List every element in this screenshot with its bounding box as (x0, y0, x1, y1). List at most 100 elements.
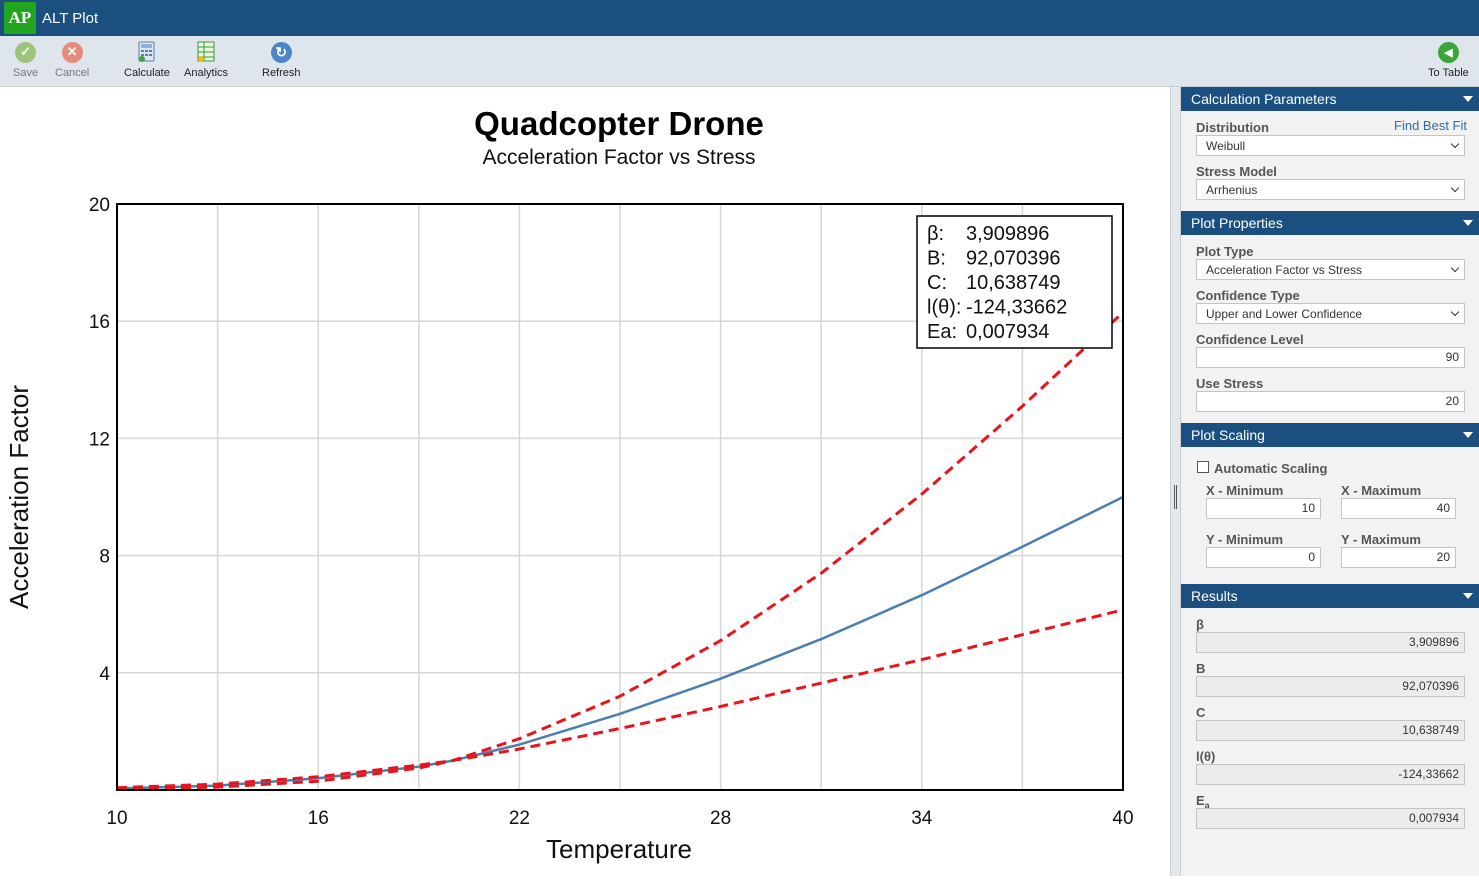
back-arrow-icon: ◀ (1436, 40, 1460, 64)
c-label: C (1196, 705, 1206, 720)
calculate-button-label: Calculate (124, 67, 170, 79)
y-tick-label: 8 (99, 547, 110, 568)
ea-result-field: 0,007934 (1196, 808, 1465, 829)
legend-param-label: β: (927, 223, 944, 245)
splitter-grip-icon (1174, 485, 1177, 509)
x-tick-label: 22 (509, 808, 530, 829)
cancel-button[interactable]: ✕ Cancel (55, 40, 89, 79)
results-header[interactable]: Results (1181, 584, 1479, 608)
stress-model-label: Stress Model (1196, 164, 1277, 179)
acceleration-factor-chart: Quadcopter Drone Acceleration Factor vs S… (4, 105, 1134, 864)
chevron-down-icon (1450, 139, 1460, 149)
save-button-label: Save (13, 67, 39, 79)
refresh-button[interactable]: ↻ Refresh (262, 40, 301, 79)
legend-param-label: Ea: (927, 321, 957, 343)
ea-label-main: E (1196, 793, 1205, 808)
automatic-scaling-checkbox[interactable] (1197, 461, 1209, 473)
collapse-caret-icon (1463, 593, 1473, 599)
results-title: Results (1191, 588, 1238, 604)
x-tick-label: 16 (308, 808, 329, 829)
save-button[interactable]: ✓ Save (13, 40, 38, 79)
confidence-type-select[interactable]: Upper and Lower Confidence (1196, 303, 1465, 324)
confidence-type-value: Upper and Lower Confidence (1206, 306, 1363, 321)
legend-param-value: 10,638749 (966, 272, 1061, 294)
legend-param-label: l(θ): (927, 297, 961, 319)
collapse-caret-icon (1463, 96, 1473, 102)
legend-param-value: -124,33662 (966, 297, 1067, 319)
confidence-level-input[interactable]: 90 (1196, 347, 1465, 368)
plot-type-select[interactable]: Acceleration Factor vs Stress (1196, 259, 1465, 280)
distribution-select[interactable]: Weibull (1196, 135, 1465, 156)
plot-properties-title: Plot Properties (1191, 215, 1283, 231)
use-stress-label: Use Stress (1196, 376, 1264, 391)
to-table-button-label: To Table (1428, 67, 1469, 79)
beta-result-field: 3,909896 (1196, 632, 1465, 653)
x-tick-label: 40 (1112, 808, 1133, 829)
analytics-button[interactable]: Analytics (184, 40, 228, 79)
chevron-down-icon (1450, 183, 1460, 193)
ea-label-sub: a (1204, 800, 1210, 811)
y-tick-label: 4 (99, 664, 110, 685)
analytics-button-label: Analytics (184, 67, 229, 79)
y-minimum-input[interactable]: 0 (1206, 547, 1321, 568)
calculation-parameters-title: Calculation Parameters (1191, 91, 1337, 107)
collapse-caret-icon (1463, 220, 1473, 226)
legend-param-value: 3,909896 (966, 223, 1049, 245)
calculate-button[interactable]: Calculate (124, 40, 170, 79)
stress-model-select[interactable]: Arrhenius (1196, 179, 1465, 200)
plot-scaling-header[interactable]: Plot Scaling (1181, 423, 1479, 447)
distribution-label: Distribution (1196, 120, 1269, 135)
b-label: B (1196, 661, 1206, 676)
x-tick-label: 10 (106, 808, 127, 829)
legend-param-value: 0,007934 (966, 321, 1049, 343)
ea-label: Ea (1196, 793, 1210, 811)
analytics-icon (194, 40, 218, 64)
collapse-caret-icon (1463, 432, 1473, 438)
to-table-button[interactable]: ◀ To Table (1428, 40, 1469, 79)
title-bar: AP ALT Plot (0, 0, 1479, 36)
upper-confidence-line (116, 311, 1125, 791)
plot-scaling-title: Plot Scaling (1191, 427, 1265, 443)
app-logo: AP (4, 2, 36, 34)
toolbar: ✓ Save ✕ Cancel Calculate (0, 36, 1479, 87)
chart-subtitle: Acceleration Factor vs Stress (482, 146, 755, 169)
panel-splitter[interactable] (1170, 87, 1181, 876)
plot-type-label: Plot Type (1196, 244, 1254, 259)
y-tick-label: 20 (89, 195, 110, 216)
find-best-fit-link[interactable]: Find Best Fit (1394, 118, 1467, 133)
properties-panel: Calculation Parameters Distribution Find… (1181, 87, 1479, 876)
c-result-field: 10,638749 (1196, 720, 1465, 741)
lower-confidence-line (116, 608, 1124, 790)
chevron-down-icon (1450, 307, 1460, 317)
b-result-field: 92,070396 (1196, 676, 1465, 697)
calculation-parameters-header[interactable]: Calculation Parameters (1181, 87, 1479, 111)
plot-frame (116, 203, 1124, 791)
y-minimum-label: Y - Minimum (1206, 532, 1284, 547)
beta-label: β (1196, 617, 1204, 632)
legend-param-value: 92,070396 (966, 248, 1061, 270)
y-tick-label: 12 (89, 429, 110, 450)
log-likelihood-label: l(θ) (1196, 749, 1216, 764)
refresh-button-label: Refresh (262, 67, 301, 79)
y-axis-label: Acceleration Factor (4, 385, 34, 609)
refresh-icon: ↻ (269, 40, 293, 64)
plot-properties-header[interactable]: Plot Properties (1181, 211, 1479, 235)
log-likelihood-result-field: -124,33662 (1196, 764, 1465, 785)
x-minimum-input[interactable]: 10 (1206, 498, 1321, 519)
calculator-icon (135, 40, 159, 64)
distribution-value: Weibull (1206, 138, 1246, 153)
x-tick-label: 28 (710, 808, 731, 829)
y-maximum-label: Y - Maximum (1341, 532, 1421, 547)
x-maximum-label: X - Maximum (1341, 483, 1422, 498)
use-stress-input[interactable]: 20 (1196, 391, 1465, 412)
chart-title: Quadcopter Drone (474, 105, 764, 142)
legend-param-label: B: (927, 248, 946, 270)
parameters-legend-box (916, 215, 1113, 349)
legend-param-label: C: (927, 272, 947, 294)
automatic-scaling-label: Automatic Scaling (1214, 461, 1328, 476)
y-maximum-input[interactable]: 20 (1341, 547, 1456, 568)
confidence-type-label: Confidence Type (1196, 288, 1300, 303)
x-maximum-input[interactable]: 40 (1341, 498, 1456, 519)
cancel-button-label: Cancel (55, 67, 90, 79)
x-axis-label: Temperature (546, 834, 692, 864)
